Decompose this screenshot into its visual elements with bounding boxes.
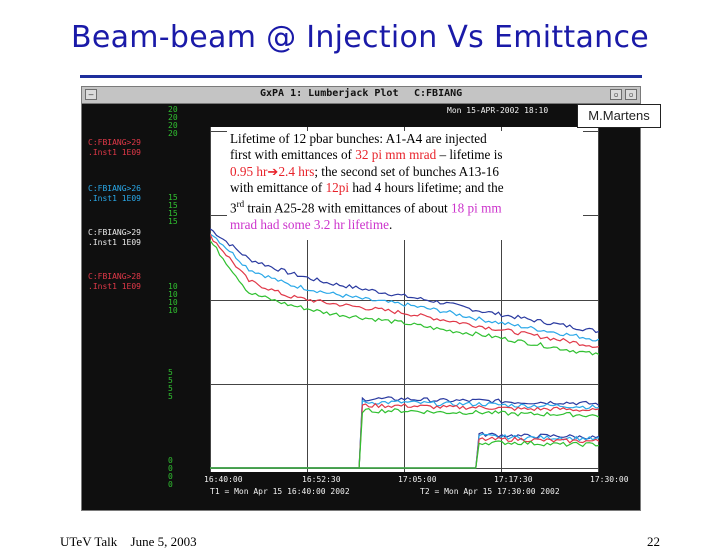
series-line (210, 240, 599, 356)
footer-date: June 5, 2003 (130, 534, 197, 549)
slide-title: Beam-beam @ Injection Vs Emittance (70, 20, 650, 55)
y-scale-5: 5 5 5 5 (168, 369, 173, 401)
annotation-lifetime-start: 0.95 hr (230, 163, 268, 179)
annotation-line: with emittance of 12pi had 4 hours lifet… (230, 180, 580, 196)
legend-units: .Inst1 1E09 (88, 238, 141, 247)
annotation-text: ; the second set of bunches A13-16 (314, 163, 499, 179)
footer: UTeV Talk June 5, 2003 (60, 534, 197, 550)
series-line (210, 228, 599, 334)
scale-label: 5 (168, 392, 173, 401)
maximize-icon[interactable]: ▫ (625, 89, 637, 100)
annotation-text: Lifetime of 12 pbar bunches: A1-A4 are i… (230, 131, 487, 146)
scale-label: 15 (168, 217, 178, 226)
legend-entry[interactable]: C:FBIANG>26 .Inst1 1E09 (88, 184, 141, 204)
annotation-text: with emittance of (230, 179, 326, 195)
scale-label: 5 (168, 376, 173, 385)
annotation-lifetime-end: 2.4 hrs (278, 163, 315, 179)
lifetime-annotation: Lifetime of 12 pbar bunches: A1-A4 are i… (227, 131, 583, 240)
page-number: 22 (647, 534, 660, 549)
legend-entry[interactable]: C:FBIANG>28 .Inst1 1E09 (88, 272, 141, 292)
annotation-line: Lifetime of 12 pbar bunches: A1-A4 are i… (230, 131, 580, 147)
legend-units: .Inst1 1E09 (88, 148, 141, 157)
arrow-right-icon: ➔ (267, 163, 279, 179)
plot-date: Mon 15-APR-2002 18:10 (447, 106, 549, 115)
scale-label: 20 (168, 129, 178, 138)
series-line (210, 233, 599, 349)
x-tick-label: 16:52:30 (302, 475, 341, 484)
scale-label: 10 (168, 282, 178, 291)
legend-entry[interactable]: C:FBIANG>29 .Inst1 1E09 (88, 228, 141, 248)
minimize-icon[interactable]: ▫ (610, 89, 622, 100)
annotation-line: first with emittances of 32 pi mm mrad –… (230, 147, 580, 163)
y-scale-15: 15 15 15 15 (168, 194, 178, 226)
x-tick-label: 17:30:00 (590, 475, 629, 484)
annotation-text: had 4 hours lifetime; and the (349, 179, 504, 195)
annotation-emittance-c: 18 pi mm (451, 200, 502, 216)
scale-label: 20 (168, 105, 178, 114)
series-line (210, 440, 599, 469)
t2-range: T2 = Mon Apr 15 17:30:00 2002 (420, 487, 560, 496)
annotation-emittance-b: 12pi (325, 179, 350, 195)
author-credit: M.Martens (577, 104, 661, 128)
legend-units: .Inst1 1E09 (88, 194, 141, 203)
scale-label: 15 (168, 201, 178, 210)
legend-device: C:FBIANG>28 (88, 272, 141, 281)
x-tick-label: 17:17:30 (494, 475, 533, 484)
scale-label: 5 (168, 384, 173, 393)
legend-device: C:FBIANG>29 (88, 138, 141, 147)
footer-event: UTeV Talk (60, 534, 118, 549)
annotation-text: 3 (230, 200, 237, 216)
title-divider (80, 75, 642, 78)
window-server: C:FBIANG (414, 88, 463, 99)
scale-label: 10 (168, 290, 178, 299)
annotation-superscript: rd (236, 199, 245, 210)
series-line (210, 233, 599, 342)
close-icon[interactable]: — (85, 89, 97, 100)
x-tick-label: 17:05:00 (398, 475, 437, 484)
annotation-text: train A25-28 with emittances of about (244, 200, 452, 216)
t1-range: T1 = Mon Apr 15 16:40:00 2002 (210, 487, 350, 496)
window-title: GxPA 1: Lumberjack Plot (260, 88, 399, 99)
x-tick-label: 16:40:00 (204, 475, 243, 484)
scale-label: 0 (168, 480, 173, 489)
annotation-emittance-c-cont: mrad had some 3.2 hr lifetime (230, 216, 389, 232)
scale-label: 10 (168, 298, 178, 307)
scale-label: 0 (168, 464, 173, 473)
annotation-line: 3rd train A25-28 with emittances of abou… (230, 196, 580, 217)
window-titlebar[interactable]: — GxPA 1: Lumberjack Plot C:FBIANG ▫ ▫ (82, 87, 640, 104)
annotation-text: – lifetime is (436, 147, 503, 163)
y-scale-0: 0 0 0 0 (168, 457, 173, 489)
scale-label: 20 (168, 113, 178, 122)
legend-device: C:FBIANG>26 (88, 184, 141, 193)
annotation-text: . (388, 216, 393, 232)
legend-device: C:FBIANG>29 (88, 228, 141, 237)
y-scale-max: 20 20 20 20 (168, 106, 178, 138)
scale-label: 15 (168, 209, 178, 218)
scale-label: 10 (168, 306, 178, 315)
annotation-text: first with emittances of (230, 147, 356, 163)
legend-units: .Inst1 1E09 (88, 282, 141, 291)
scale-label: 15 (168, 193, 178, 202)
annotation-line: mrad had some 3.2 hr lifetime. (230, 217, 580, 233)
scale-label: 20 (168, 121, 178, 130)
legend-entry[interactable]: C:FBIANG>29 .Inst1 1E09 (88, 138, 141, 158)
scale-label: 5 (168, 368, 173, 377)
y-scale-10: 10 10 10 10 (168, 283, 178, 315)
scale-label: 0 (168, 456, 173, 465)
annotation-emittance-a: 32 pi mm mrad (355, 147, 437, 163)
scale-label: 0 (168, 472, 173, 481)
annotation-line: 0.95 hr➔2.4 hrs; the second set of bunch… (230, 164, 580, 180)
